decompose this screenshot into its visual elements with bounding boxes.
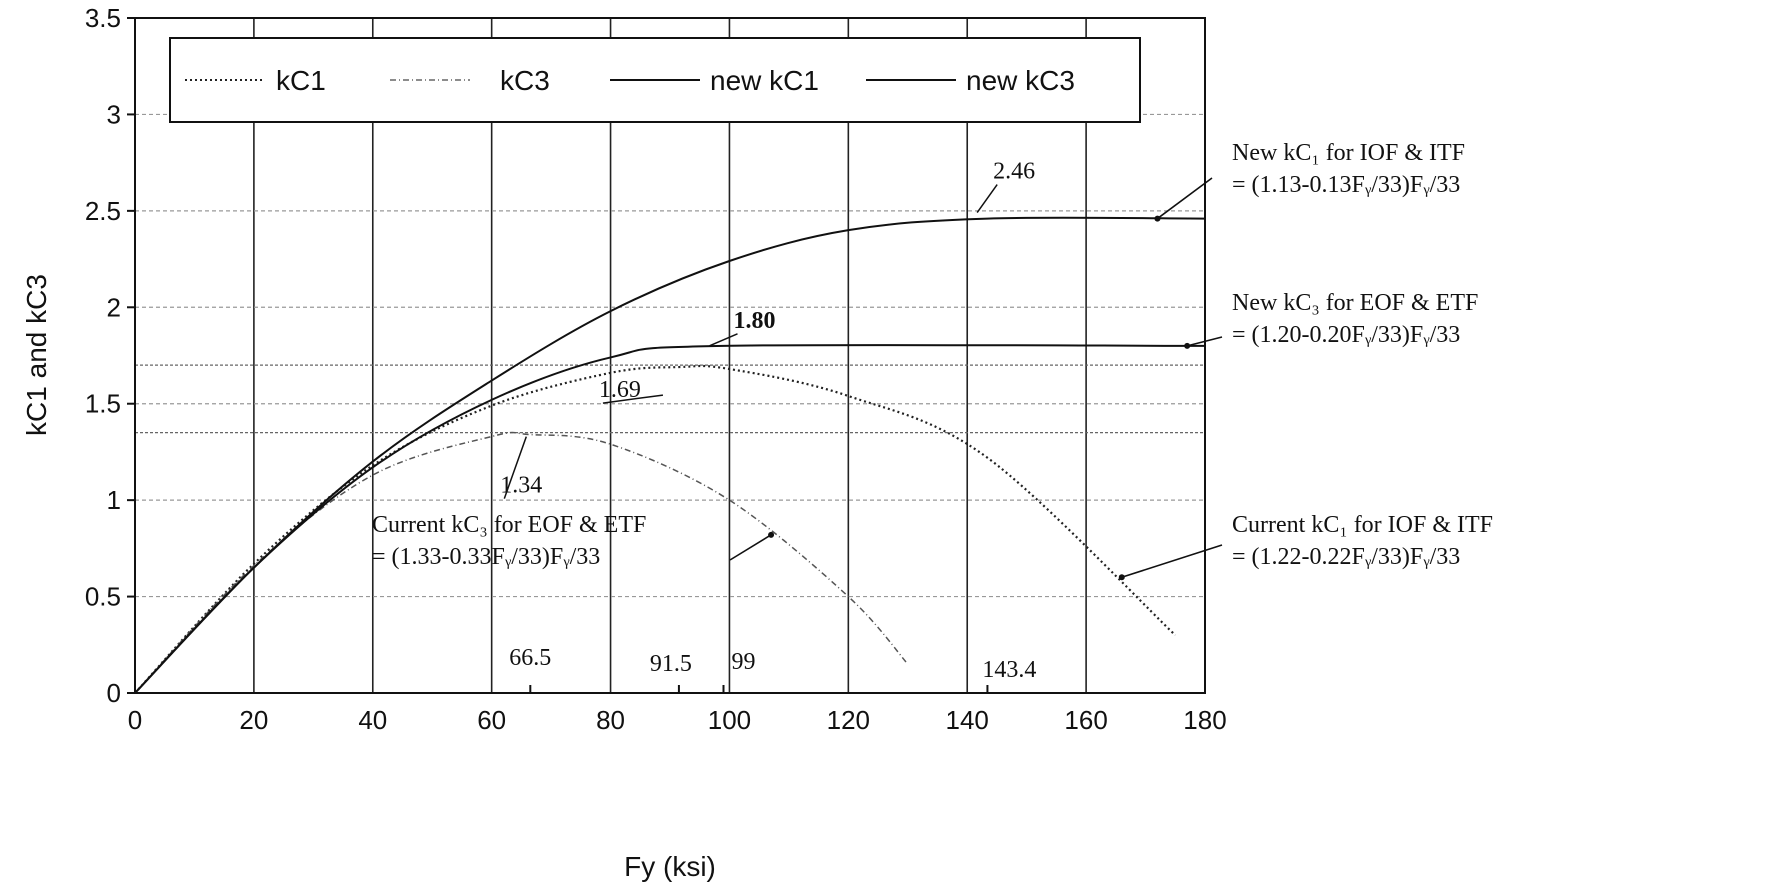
y-tick-label: 3.5 — [85, 3, 121, 33]
y-tick-label: 0 — [107, 678, 121, 708]
x-marker-label: 66.5 — [509, 645, 551, 671]
x-marker-label: 99 — [732, 649, 756, 675]
value-label-leader — [503, 436, 528, 499]
x-tick-label: 40 — [358, 705, 387, 735]
x-tick-label: 160 — [1064, 705, 1107, 735]
annotation-line2: = (1.20-0.20Fᵧ/33)Fᵧ/33 — [1232, 322, 1460, 348]
x-axis-title: Fy (ksi) — [624, 851, 716, 882]
value-label-leader — [602, 394, 664, 404]
x-tick-label: 120 — [827, 705, 870, 735]
legend-label-new-kc1: new kC1 — [710, 65, 819, 96]
x-marker-labels: 66.5 91.5 99 143.4 — [509, 645, 1036, 693]
value-labels: 2.461.801.691.34 — [500, 159, 1035, 499]
annotation-line2: = (1.33-0.33Fᵧ/33)Fᵧ/33 — [372, 544, 600, 570]
x-tick-label: 180 — [1183, 705, 1226, 735]
annotation-line1: New kC₁ for IOF & ITF — [1232, 140, 1465, 166]
annotation-line2: = (1.13-0.13Fᵧ/33)Fᵧ/33 — [1232, 172, 1460, 198]
baseline-dashed-lines — [135, 364, 1205, 434]
x-axis-ticks: 0 20 40 60 80 100 120 140 160 180 — [128, 705, 1227, 735]
value-label: 2.46 — [993, 159, 1035, 185]
value-label: 1.80 — [734, 308, 776, 334]
y-tick-label: 2.5 — [85, 196, 121, 226]
series-layer — [134, 216, 1206, 694]
y-tick-label: 1 — [107, 485, 121, 515]
y-tick-label: 1.5 — [85, 389, 121, 419]
legend: kC1 kC3 new kC1 new kC3 — [169, 37, 1141, 123]
series-new-kc1-line — [134, 216, 1206, 694]
annotation-leader — [1121, 544, 1223, 579]
x-tick-label: 80 — [596, 705, 625, 735]
annotation-line1: New kC₃ for EOF & ETF — [1232, 290, 1478, 316]
annotation-leader — [1186, 336, 1223, 347]
series-kc1-line — [134, 364, 1177, 694]
y-axis-ticks: 0 0.5 1 1.5 2 2.5 3 3.5 — [85, 3, 135, 708]
legend-label-new-kc3: new kC3 — [966, 65, 1075, 96]
legend-label-kc1: kC1 — [276, 65, 326, 96]
y-axis-title: kC1 and kC3 — [21, 274, 52, 436]
y-tick-label: 2 — [107, 292, 121, 322]
value-label: 1.34 — [500, 473, 542, 499]
x-tick-label: 100 — [708, 705, 751, 735]
x-tick-label: 0 — [128, 705, 142, 735]
annotation-line1: Current kC₃ for EOF & ETF — [372, 512, 646, 538]
x-marker-label: 91.5 — [650, 651, 692, 677]
series-new-kc3-line — [134, 344, 1206, 694]
x-tick-label: 20 — [239, 705, 268, 735]
annotation-arrowhead — [1184, 342, 1191, 349]
annotations: New kC₁ for IOF & ITF = (1.13-0.13Fᵧ/33)F… — [372, 140, 1493, 581]
plot-area-frame — [134, 17, 1206, 694]
annotation-leader — [729, 534, 772, 561]
annotation-arrowhead — [1118, 574, 1125, 581]
x-tick-label: 60 — [477, 705, 506, 735]
legend-label-kc3: kC3 — [500, 65, 550, 96]
annotation-arrowhead — [768, 531, 775, 538]
annotation-line2: = (1.22-0.22Fᵧ/33)Fᵧ/33 — [1232, 544, 1460, 570]
value-label-leader — [976, 184, 998, 214]
value-label-leader — [709, 333, 738, 347]
y-tick-label: 3 — [107, 99, 121, 129]
annotation-leader — [1156, 177, 1213, 220]
x-tick-label: 140 — [946, 705, 989, 735]
annotation-line1: Current kC₁ for IOF & ITF — [1232, 512, 1493, 538]
annotation-arrowhead — [1154, 215, 1161, 222]
y-tick-label: 0.5 — [85, 582, 121, 612]
x-marker-label: 143.4 — [982, 657, 1036, 683]
